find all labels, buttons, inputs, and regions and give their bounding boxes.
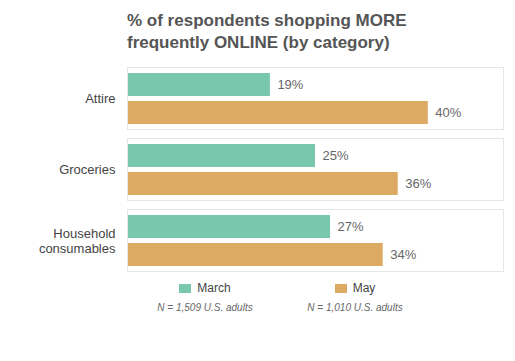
svg-text:Attire: Attire (85, 91, 115, 106)
svg-text:19%: 19% (277, 77, 303, 92)
svg-text:Groceries: Groceries (59, 162, 116, 177)
html-text:N = 1,509 U.S. adults: N = 1,509 U.S. adults (157, 302, 253, 313)
svg-text:25%: 25% (323, 148, 349, 163)
svg-text:34%: 34% (390, 247, 416, 262)
svg-text:27%: 27% (338, 219, 364, 234)
svg-text:Householdconsumables: Householdconsumables (39, 226, 116, 256)
svg-text:36%: 36% (405, 176, 431, 191)
html-text:N = 1,010 U.S. adults: N = 1,010 U.S. adults (307, 302, 403, 313)
html-text:May: May (352, 281, 376, 295)
html-text:% of respondents shopping MORE: % of respondents shopping MORE frequentl… (127, 11, 407, 52)
html-text:March: March (197, 281, 231, 295)
svg-text:40%: 40% (435, 105, 461, 120)
